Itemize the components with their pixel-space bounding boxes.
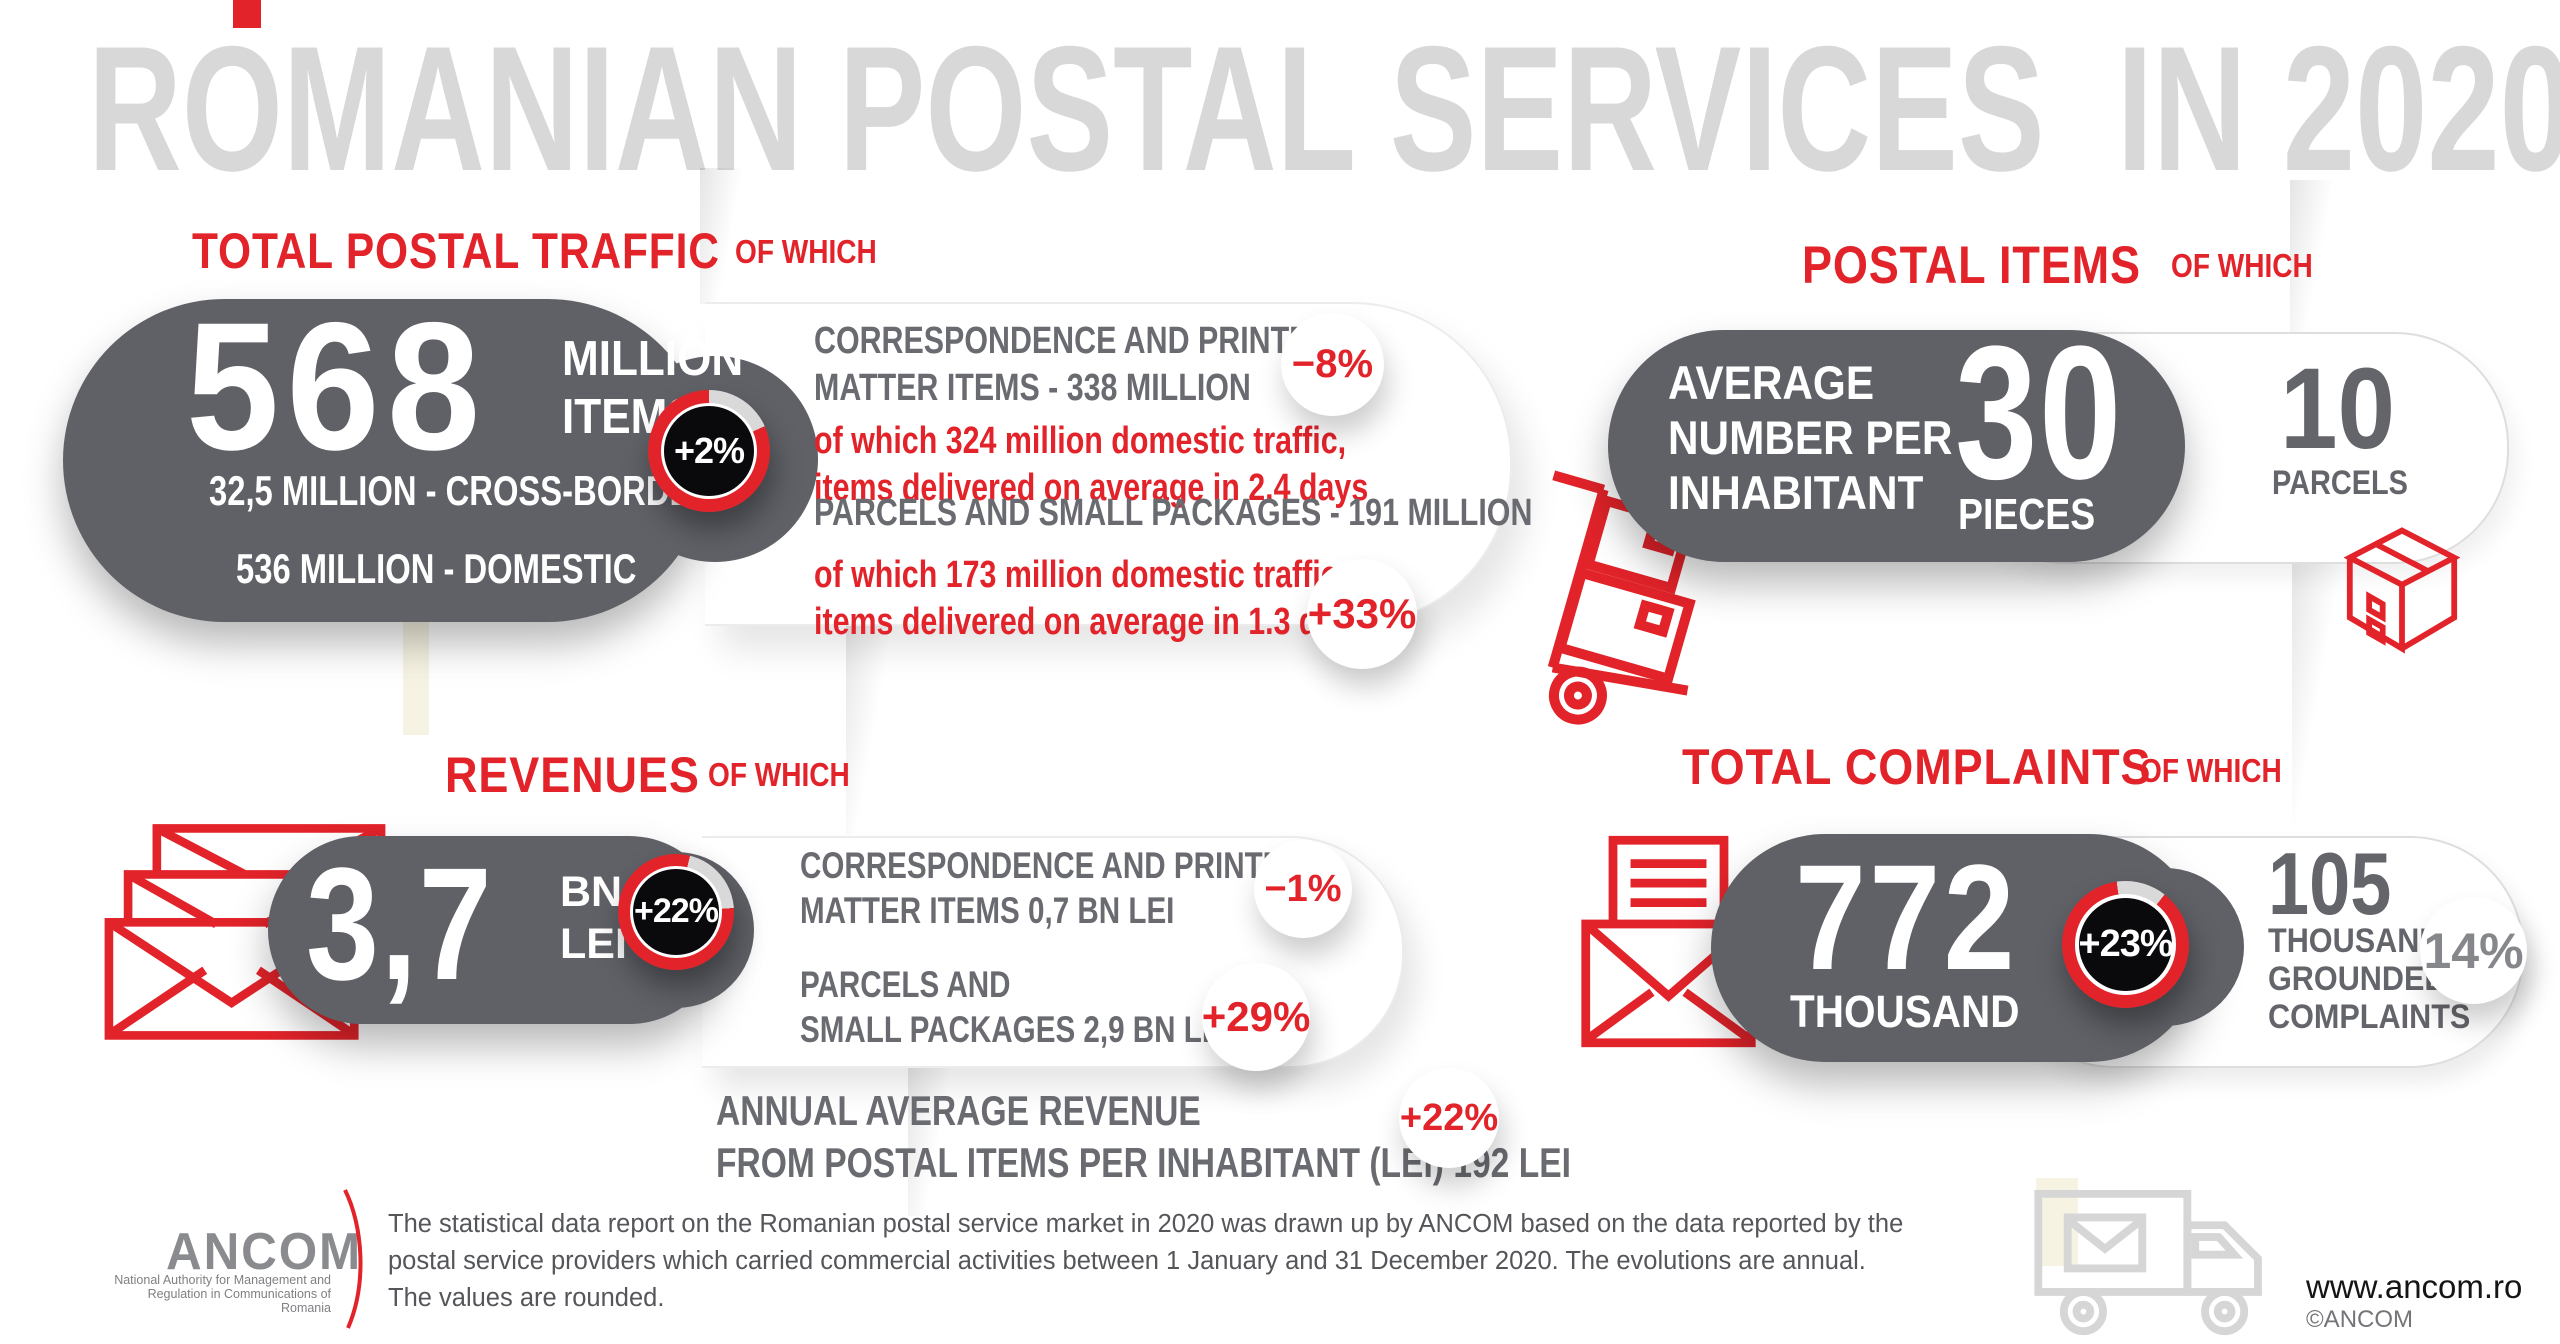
traffic-detail-parcels-title: PARCELS AND SMALL PACKAGES - 191 MILLION xyxy=(814,492,1533,534)
revenues-unit-line: BN xyxy=(560,868,623,916)
traffic-change-value: +2% xyxy=(664,406,754,496)
complaints-unit: THOUSAND xyxy=(1790,986,2020,1037)
ring-rim: +22% xyxy=(630,866,722,958)
revenues-correspondence-change-chip: −1% xyxy=(1254,840,1352,938)
chip-value: −8% xyxy=(1291,342,1374,386)
hand-truck-icon xyxy=(1465,440,1770,766)
traffic-parcels-change-chip: +33% xyxy=(1307,559,1417,669)
detail-title-line: SMALL PACKAGES 2,9 BN LEI xyxy=(800,1009,1230,1050)
grounded-label-line: THOUSAND xyxy=(2268,922,2442,960)
paper-fold xyxy=(700,168,820,304)
detail-note-line: items delivered on average in 2.4 days xyxy=(814,467,1369,509)
paper-fold xyxy=(908,1066,1028,1216)
revenues-value: 3,7 xyxy=(306,834,494,1013)
logo-subtitle-line: National Authority for Management and xyxy=(114,1273,331,1287)
detail-note-line: of which 324 million domestic traffic, xyxy=(814,420,1347,462)
top-red-tab xyxy=(233,0,261,28)
ancom-logo: ANCOM xyxy=(166,1223,363,1281)
traffic-value: 568 xyxy=(186,284,488,488)
logo-paren-icon xyxy=(342,1188,368,1330)
traffic-breakdown-crossborder: 32,5 MILLION - CROSS-BORDER xyxy=(209,467,716,514)
revenues-detail-correspondence: CORRESPONDENCE AND PRINTED MATTER ITEMS … xyxy=(800,843,1304,933)
logo-subtitle-line: Regulation in Communications of Romania xyxy=(147,1287,331,1315)
traffic-pill xyxy=(63,299,709,622)
traffic-unit-line: MILLION xyxy=(562,332,744,386)
postal-items-sub-unit: PARCELS xyxy=(2272,464,2408,502)
traffic-breakdown-domestic: 536 MILLION - DOMESTIC xyxy=(236,545,637,592)
disclaimer-line: postal service providers which carried c… xyxy=(388,1247,1866,1275)
detail-title-line: CORRESPONDENCE AND PRINTED xyxy=(814,320,1332,362)
complaints-grounded-label: THOUSAND GROUNDED COMPLAINTS xyxy=(2268,922,2470,1036)
chip-value: −1% xyxy=(1264,867,1342,910)
postal-items-label-line: AVERAGE xyxy=(1668,356,1875,409)
disclaimer-line: The statistical data report on the Roman… xyxy=(388,1210,1904,1238)
footer-disclaimer: The statistical data report on the Roman… xyxy=(388,1206,1903,1317)
revenues-change-value: +22% xyxy=(633,869,719,955)
chip-value: +29% xyxy=(1201,993,1311,1040)
postal-items-sub-value: 10 xyxy=(2280,345,2396,473)
traffic-detail-parcels-note: of which 173 million domestic traffic, i… xyxy=(814,552,1368,646)
traffic-of-which-label: OF WHICH xyxy=(735,233,877,270)
detail-title-line: PARCELS AND xyxy=(800,964,1011,1005)
revenues-heading: REVENUES xyxy=(445,747,700,803)
chip-value: 14% xyxy=(2423,922,2524,979)
revenues-parcels-change-chip: +29% xyxy=(1202,963,1310,1071)
complaints-heading: TOTAL COMPLAINTS xyxy=(1682,739,2152,795)
copyright-label: ©ANCOM xyxy=(2306,1306,2414,1333)
postal-items-heading: POSTAL ITEMS xyxy=(1802,236,2141,295)
postal-items-label-line: NUMBER PER xyxy=(1668,411,1953,464)
postal-items-unit: PIECES xyxy=(1958,490,2096,539)
complaints-grounded-value: 105 xyxy=(2268,834,2392,933)
traffic-correspondence-change-chip: −8% xyxy=(1281,313,1384,416)
revenues-unit: BN LEI xyxy=(560,866,627,970)
revenues-unit-line: LEI xyxy=(560,920,627,968)
detail-title-line: MATTER ITEMS - 338 MILLION xyxy=(814,367,1251,409)
ancom-logo-subtitle: National Authority for Management and Re… xyxy=(95,1273,331,1315)
detail-note-line: of which 173 million domestic traffic, xyxy=(814,554,1347,596)
complaints-grounded-share-chip: 14% xyxy=(2420,897,2527,1004)
revenues-change-ring: +22% xyxy=(618,854,734,970)
postal-items-label: AVERAGE NUMBER PER INHABITANT xyxy=(1668,355,1952,520)
postal-items-of-which-label: OF WHICH xyxy=(2171,247,2313,284)
traffic-change-ring: +2% xyxy=(648,390,770,512)
chip-value: +33% xyxy=(1307,590,1417,637)
detail-note-line: items delivered on average in 1.3 days xyxy=(814,601,1369,643)
website-url[interactable]: www.ancom.ro xyxy=(2306,1268,2523,1305)
paper-fold xyxy=(846,622,968,834)
revenues-annual-change-chip: +22% xyxy=(1399,1068,1499,1168)
complaints-change-ring: +23% xyxy=(2062,881,2189,1008)
traffic-heading: TOTAL POSTAL TRAFFIC xyxy=(192,223,720,279)
complaints-value: 772 xyxy=(1795,833,2018,1001)
paper-fold xyxy=(2290,180,2410,332)
traffic-detail-correspondence-title: CORRESPONDENCE AND PRINTED MATTER ITEMS … xyxy=(814,318,1331,412)
disclaimer-line: The values are rounded. xyxy=(388,1284,665,1312)
grounded-label-line: COMPLAINTS xyxy=(2268,998,2471,1036)
page-title: ROMANIAN POSTAL SERVICES IN 2020 xyxy=(88,9,2560,208)
grounded-label-line: GROUNDED xyxy=(2268,960,2447,998)
detail-title-line: MATTER ITEMS 0,7 BN LEI xyxy=(800,890,1175,931)
annual-line: ANNUAL AVERAGE REVENUE xyxy=(716,1087,1201,1134)
postal-items-label-line: INHABITANT xyxy=(1668,466,1924,519)
detail-title-line: CORRESPONDENCE AND PRINTED xyxy=(800,845,1304,886)
complaints-change-value: +23% xyxy=(2078,897,2174,992)
postal-items-value: 30 xyxy=(1955,307,2123,519)
revenues-of-which-label: OF WHICH xyxy=(708,756,850,793)
parcel-box-icon xyxy=(2344,524,2460,656)
postal-items-pill xyxy=(1608,330,2185,562)
ring-rim: +23% xyxy=(2075,894,2176,995)
ring-rim: +2% xyxy=(660,402,758,500)
delivery-truck-icon xyxy=(2030,1188,2280,1340)
complaints-of-which-label: OF WHICH xyxy=(2140,752,2282,789)
traffic-detail-correspondence-note: of which 324 million domestic traffic, i… xyxy=(814,418,1368,512)
revenues-detail-parcels: PARCELS AND SMALL PACKAGES 2,9 BN LEI xyxy=(800,962,1230,1052)
chip-value: +22% xyxy=(1399,1096,1499,1139)
